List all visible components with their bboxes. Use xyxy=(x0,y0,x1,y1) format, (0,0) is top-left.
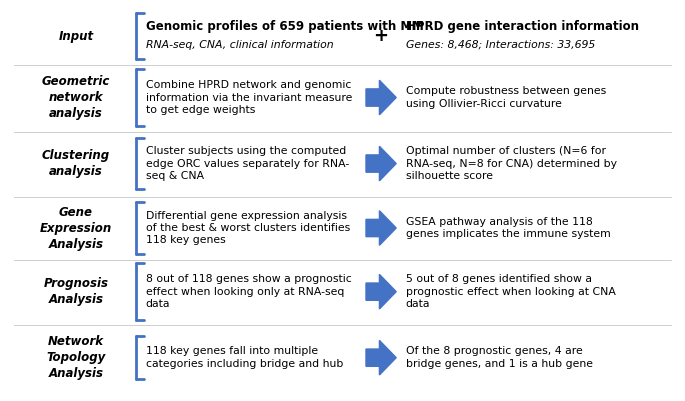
Text: +: + xyxy=(373,27,388,45)
Polygon shape xyxy=(366,211,396,245)
Text: Network
Topology
Analysis: Network Topology Analysis xyxy=(47,335,105,380)
Text: Genes: 8,468; Interactions: 33,695: Genes: 8,468; Interactions: 33,695 xyxy=(406,40,595,50)
Text: Genomic profiles of 659 patients with MM: Genomic profiles of 659 patients with MM xyxy=(146,20,424,32)
Text: Of the 8 prognostic genes, 4 are
bridge genes, and 1 is a hub gene: Of the 8 prognostic genes, 4 are bridge … xyxy=(406,346,593,369)
Text: Input: Input xyxy=(58,30,94,43)
Text: Gene
Expression
Analysis: Gene Expression Analysis xyxy=(40,205,112,251)
Text: Prognosis
Analysis: Prognosis Analysis xyxy=(43,277,108,306)
Polygon shape xyxy=(366,80,396,115)
Text: Combine HPRD network and genomic
information via the invariant measure
to get ed: Combine HPRD network and genomic informa… xyxy=(146,80,352,115)
Polygon shape xyxy=(366,146,396,181)
Text: GSEA pathway analysis of the 118
genes implicates the immune system: GSEA pathway analysis of the 118 genes i… xyxy=(406,217,610,239)
Text: 8 out of 118 genes show a prognostic
effect when looking only at RNA-seq
data: 8 out of 118 genes show a prognostic eff… xyxy=(146,274,351,309)
Text: Compute robustness between genes
using Ollivier-Ricci curvature: Compute robustness between genes using O… xyxy=(406,86,606,109)
Text: Optimal number of clusters (N=6 for
RNA-seq, N=8 for CNA) determined by
silhouet: Optimal number of clusters (N=6 for RNA-… xyxy=(406,146,616,181)
Text: Differential gene expression analysis
of the best & worst clusters identifies
11: Differential gene expression analysis of… xyxy=(146,211,350,245)
Text: RNA-seq, CNA, clinical information: RNA-seq, CNA, clinical information xyxy=(146,40,334,50)
Text: 118 key genes fall into multiple
categories including bridge and hub: 118 key genes fall into multiple categor… xyxy=(146,346,343,369)
Polygon shape xyxy=(366,340,396,375)
Text: Cluster subjects using the computed
edge ORC values separately for RNA-
seq & CN: Cluster subjects using the computed edge… xyxy=(146,146,349,181)
Text: Clustering
analysis: Clustering analysis xyxy=(42,149,110,178)
Text: Geometric
network
analysis: Geometric network analysis xyxy=(42,75,110,120)
Text: 5 out of 8 genes identified show a
prognostic effect when looking at CNA
data: 5 out of 8 genes identified show a progn… xyxy=(406,274,616,309)
Polygon shape xyxy=(366,274,396,309)
Text: HPRD gene interaction information: HPRD gene interaction information xyxy=(406,20,638,32)
